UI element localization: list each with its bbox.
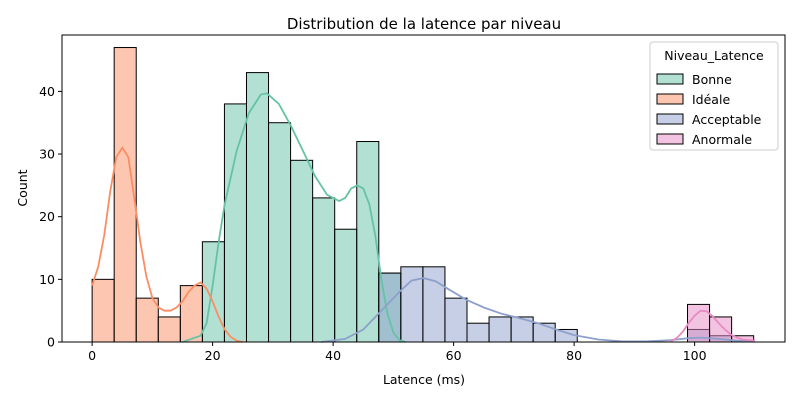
axes: 0 20 40 60 80 100 0 10 20 30 40: [39, 84, 707, 363]
legend-label: Bonne: [692, 72, 732, 87]
x-axis-label: Latence (ms): [383, 372, 465, 387]
chart-title: Distribution de la latence par niveau: [287, 15, 561, 33]
plot-area: [91, 47, 755, 343]
histogram-bar: [444, 297, 468, 343]
kde-curve: [670, 309, 755, 343]
histogram-bar: [223, 103, 247, 343]
y-tick-label: 30: [39, 147, 55, 162]
histogram-bar: [488, 316, 512, 343]
legend: Niveau_Latence Bonne Idéale Acceptable Anorm…: [649, 41, 779, 151]
histogram-bar: [179, 285, 203, 343]
series-bars: [91, 47, 203, 343]
histogram-bar: [157, 316, 181, 343]
x-tick-label: 60: [446, 348, 462, 363]
legend-label: Idéale: [692, 92, 730, 107]
legend-title: Niveau_Latence: [664, 48, 764, 63]
kde-curve: [182, 92, 406, 343]
y-tick-label: 10: [39, 272, 55, 287]
legend-swatch: [656, 133, 684, 145]
histogram-bar: [290, 159, 314, 343]
y-tick-label: 20: [39, 209, 55, 224]
plot-frame: [61, 34, 786, 343]
kde-curve: [91, 146, 243, 343]
histogram-bar: [135, 297, 159, 343]
x-tick-label: 0: [88, 348, 96, 363]
histogram-bar: [113, 47, 137, 343]
histogram-bar: [312, 197, 336, 343]
x-tick-label: 20: [205, 348, 221, 363]
y-axis-label: Count: [15, 169, 30, 206]
legend-swatch: [656, 73, 684, 85]
y-tick-label: 0: [47, 335, 55, 350]
histogram-bar: [687, 303, 711, 343]
legend-label: Acceptable: [692, 112, 762, 127]
x-tick-label: 40: [325, 348, 341, 363]
legend-swatch: [656, 113, 684, 125]
histogram-bar: [268, 122, 292, 343]
series-bars: [687, 303, 755, 343]
histogram-bar: [91, 278, 115, 343]
series-bars: [378, 266, 733, 343]
x-tick-label: 100: [683, 348, 707, 363]
kde-curve: [320, 277, 755, 343]
legend-swatch: [656, 93, 684, 105]
histogram-bar: [466, 322, 490, 343]
histogram-bar: [334, 228, 358, 343]
legend-label: Anormale: [692, 132, 752, 147]
series-bars: [201, 72, 402, 343]
x-tick-label: 80: [566, 348, 582, 363]
y-tick-label: 40: [39, 84, 55, 99]
